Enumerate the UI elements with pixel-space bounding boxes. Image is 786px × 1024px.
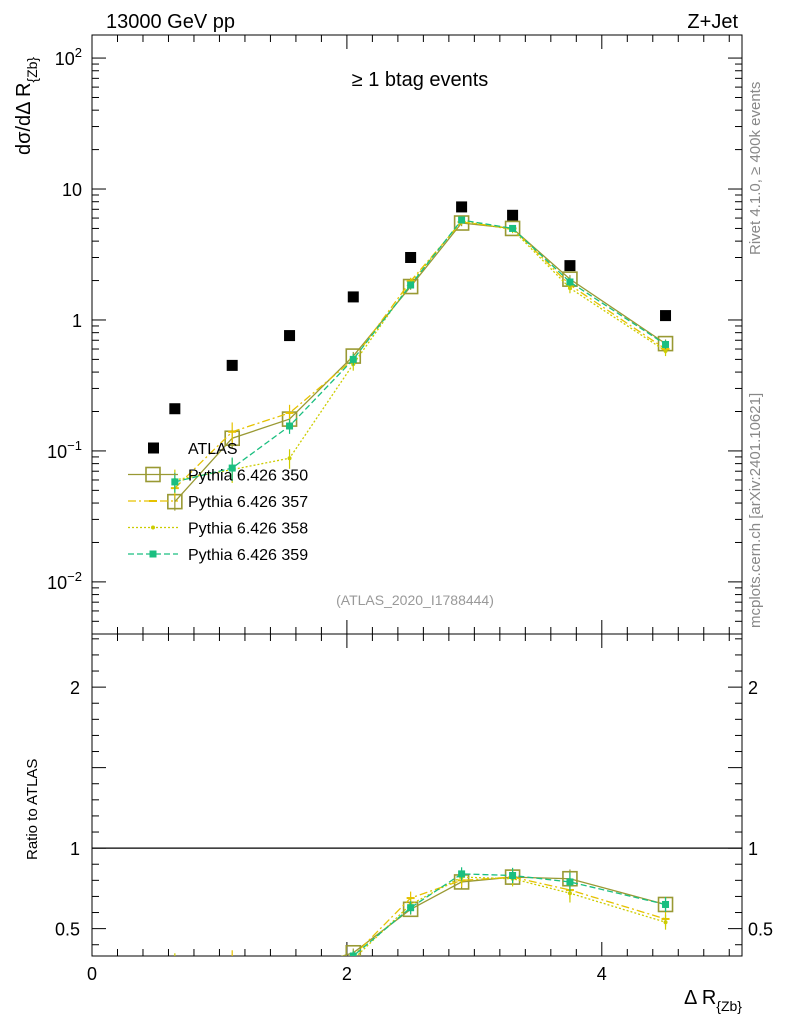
- ratio-y-tick-label-right: 0.5: [748, 920, 773, 940]
- atlas-data-point: [226, 359, 238, 371]
- chart-subtitle: ≥ 1 btag events: [352, 69, 489, 91]
- series-marker: [407, 281, 415, 289]
- series-marker: [149, 550, 157, 558]
- series-marker: [145, 466, 161, 483]
- series-marker: [287, 456, 292, 461]
- ratio-y-tick-label-right: 2: [748, 678, 758, 698]
- rivet-label: Rivet 4.1.0, ≥ 400k events: [747, 82, 764, 255]
- y-tick-label: 10: [62, 180, 82, 200]
- main-plot-frame: 102 10 1 10−1 10−2: [47, 34, 743, 635]
- atlas-data-point: [405, 251, 417, 263]
- series-marker: [566, 878, 574, 886]
- legend-atlas-label: ATLAS: [188, 441, 238, 458]
- series-marker: [173, 960, 177, 964]
- left-title: 13000 GeV pp: [106, 11, 235, 33]
- series-marker: [407, 904, 415, 912]
- atlas-data-point: [169, 403, 181, 415]
- series-marker: [228, 464, 236, 472]
- series-marker: [458, 870, 466, 878]
- series-marker: [286, 422, 294, 430]
- series-marker: [171, 961, 178, 968]
- series-marker: [286, 973, 293, 980]
- y-tick-label: 10−2: [47, 569, 82, 593]
- series-marker: [151, 525, 155, 530]
- series-marker: [662, 900, 670, 908]
- ratio-y-tick-label: 2: [70, 678, 80, 698]
- series-marker: [458, 216, 466, 224]
- right-title: Z+Jet: [687, 11, 738, 33]
- series-marker: [509, 224, 517, 232]
- series-marker: [504, 220, 521, 237]
- series-marker: [509, 872, 517, 879]
- atlas-data-point: [347, 291, 359, 303]
- atlas-data-point: [456, 201, 468, 213]
- legend-label-0: Pythia 6.426 350: [188, 468, 308, 485]
- atlas-data-point: [660, 310, 672, 322]
- series-line-0: [174, 222, 666, 503]
- series-marker: [225, 957, 239, 971]
- series-marker: [229, 979, 236, 986]
- y-axis-label: dσ/dΔ R{Zb}: [13, 57, 40, 155]
- series-line-3: [174, 219, 666, 483]
- atlas-data-point: [284, 330, 296, 342]
- legend-label-2: Pythia 6.426 358: [188, 521, 308, 538]
- ratio-y-tick-label: 0.5: [55, 920, 80, 940]
- x-axis-label: Δ R{Zb}: [684, 987, 742, 1014]
- x-tick-label: 2: [342, 964, 352, 984]
- ratio-y-tick-label-right: 1: [748, 839, 758, 859]
- legend: ATLAS Pythia 6.426 350 Pythia 6.426 357 Pyt…: [128, 441, 308, 564]
- ratio-plot-series: [168, 867, 674, 992]
- series-marker: [567, 891, 572, 896]
- atlas-data-point: [507, 209, 519, 221]
- ratio-y-tick-label: 1: [70, 839, 80, 859]
- ratio-plot-frame: 0 2 4 0.5 0.5 1 1 2 2: [55, 633, 773, 984]
- mcplots-label: mcplots.cern.ch [arXiv:2401.10621]: [747, 393, 764, 628]
- ratio-line-0: [340, 876, 666, 956]
- series-line-2: [174, 220, 666, 481]
- atlas-data-point: [564, 260, 576, 272]
- ratio-line-3: [351, 873, 666, 956]
- y-tick-label: 102: [55, 45, 82, 69]
- y-tick-label: 1: [72, 311, 82, 331]
- series-marker: [345, 944, 362, 956]
- ratio-y-axis-label: Ratio to ATLAS: [24, 759, 41, 860]
- x-tick-label: 4: [597, 964, 607, 984]
- legend-atlas-marker: [148, 442, 159, 454]
- series-marker: [662, 340, 670, 348]
- analysis-id: (ATLAS_2020_I1788444): [336, 592, 494, 608]
- ratio-line-2: [355, 876, 666, 956]
- series-marker: [349, 952, 357, 956]
- series-marker: [230, 981, 234, 985]
- series-marker: [351, 957, 355, 961]
- ratio-line-1: [349, 876, 666, 956]
- series-marker: [283, 965, 297, 979]
- series-marker: [288, 988, 292, 992]
- series-marker: [171, 478, 179, 486]
- x-tick-label: 0: [87, 964, 97, 984]
- series-marker: [663, 348, 668, 353]
- series-marker: [567, 286, 572, 291]
- series-line-1: [174, 221, 666, 489]
- legend-label-1: Pythia 6.426 357: [188, 494, 308, 511]
- series-marker: [168, 971, 182, 985]
- ratio-series-clipped: [168, 867, 674, 992]
- ratio-plot-border: [91, 633, 743, 957]
- main-plot-series: [167, 201, 674, 511]
- legend-label-3: Pythia 6.426 359: [188, 547, 308, 564]
- y-tick-label: 10−1: [47, 438, 82, 462]
- series-marker: [566, 278, 574, 286]
- series-marker: [349, 355, 357, 363]
- series-marker: [663, 920, 668, 925]
